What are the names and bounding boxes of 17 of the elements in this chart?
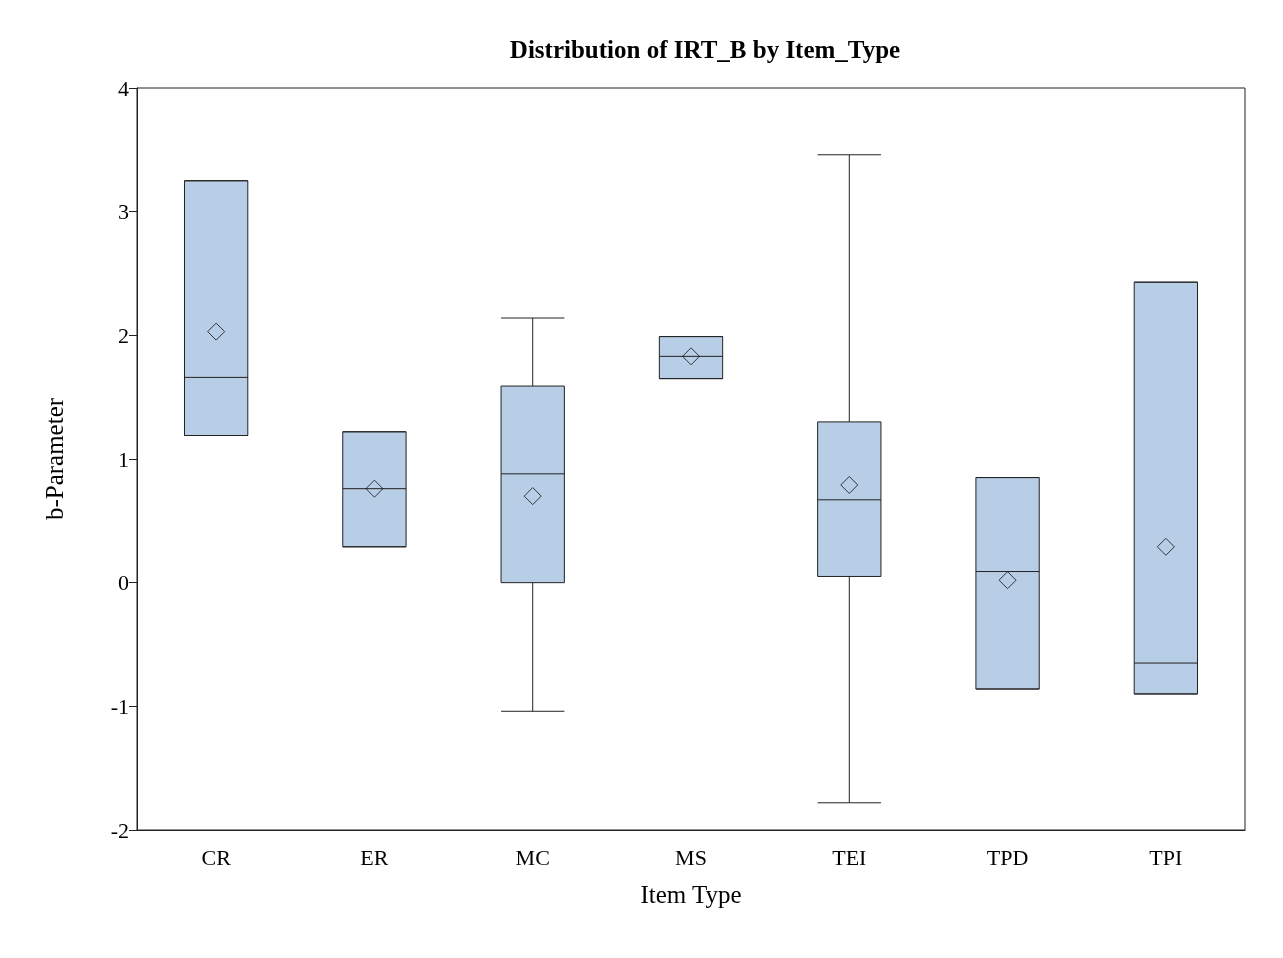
x-tick-label: MS: [675, 844, 707, 870]
y-tick-label: 2: [118, 322, 129, 348]
chart-title: Distribution of IRT_B by Item_Type: [509, 36, 901, 63]
y-tick-label: 3: [118, 199, 129, 225]
x-tick-label: TEI: [832, 844, 867, 870]
y-axis-title: b-Parameter: [41, 397, 68, 521]
y-tick-label: 1: [118, 446, 129, 472]
y-tick-label: -2: [110, 817, 129, 843]
x-tick-label: TPD: [986, 844, 1029, 870]
y-tick-label: -1: [110, 693, 129, 719]
x-tick-label: CR: [201, 844, 232, 870]
x-axis-title: Item Type: [640, 881, 742, 908]
x-tick-label: ER: [360, 844, 389, 870]
x-tick-label: TPI: [1149, 844, 1183, 870]
x-tick-label: MC: [515, 844, 550, 870]
y-tick-label: 0: [118, 570, 129, 596]
y-tick-label: 4: [118, 75, 129, 101]
